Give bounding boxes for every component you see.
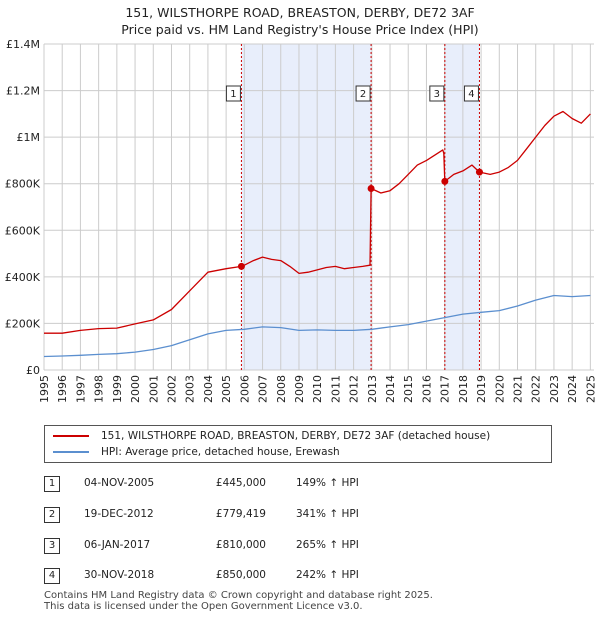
table-row: 2 19-DEC-2012 £779,419 341% ↑ HPI [44,507,564,527]
sale-label: 3 [434,89,440,100]
x-tick-label: 2002 [165,375,178,403]
table-row: 1 04-NOV-2005 £445,000 149% ↑ HPI [44,476,564,496]
x-tick-label: 1998 [93,375,106,403]
x-tick-label: 2011 [329,375,342,403]
x-tick-label: 2020 [493,375,506,403]
table-row: 4 30-NOV-2018 £850,000 242% ↑ HPI [44,568,564,588]
x-tick-label: 2007 [257,375,270,403]
transaction-date: 30-NOV-2018 [84,569,155,581]
x-tick-label: 2021 [512,375,525,403]
legend-label-hpi: HPI: Average price, detached house, Erew… [101,446,340,458]
sale-point [441,177,449,185]
chart-title-line-2: Price paid vs. HM Land Registry's House … [121,22,479,37]
x-tick-label: 2004 [202,375,215,403]
y-tick-label: £400K [5,271,41,284]
x-tick-label: 2022 [530,375,543,403]
transaction-hpi-change: 341% ↑ HPI [296,508,359,520]
transaction-number: 4 [44,568,60,584]
price-chart: £0 £200K £400K £600K £800K £1M £1.2M £1.4M 1995 1… [5,38,598,403]
transaction-date: 04-NOV-2005 [84,477,155,489]
transaction-price: £850,000 [215,569,266,581]
x-tick-label: 2017 [439,375,452,403]
transaction-hpi-change: 265% ↑ HPI [296,539,359,551]
chart-title: 151, WILSTHORPE ROAD, BREASTON, DERBY, D… [0,4,600,38]
sale-label-box [225,85,241,102]
x-tick-label: 2009 [293,375,306,403]
table-row: 3 06-JAN-2017 £810,000 265% ↑ HPI [44,538,564,558]
x-tick-label: 2016 [420,375,433,403]
sale-point [367,185,375,193]
transaction-price: £779,419 [215,508,266,520]
footer-line-1: Contains HM Land Registry data © Crown c… [44,590,433,601]
sale-point [475,168,483,176]
y-tick-label: £1.2M [6,85,40,98]
x-tick-label: 2018 [457,375,470,403]
sale-label: 1 [230,89,236,100]
chart-title-line-1: 151, WILSTHORPE ROAD, BREASTON, DERBY, D… [125,5,475,20]
legend-item-property: 151, WILSTHORPE ROAD, BREASTON, DERBY, D… [53,428,490,444]
legend-swatch-property [53,435,89,437]
x-tick-label: 2023 [548,375,561,403]
transaction-number: 3 [44,538,60,554]
sale-label-box [355,85,371,102]
transaction-date: 06-JAN-2017 [84,539,151,551]
x-tick-label: 1995 [38,375,51,403]
x-tick-label: 2008 [275,375,288,403]
series-line-property [44,110,591,334]
x-tick-label: 2024 [566,375,579,403]
x-tick-label: 2010 [311,375,324,403]
x-tick-label: 2012 [348,375,361,403]
y-tick-label: £600K [5,224,41,237]
y-tick-label: £800K [5,178,41,191]
x-tick-label: 2001 [147,375,160,403]
transaction-number: 2 [44,507,60,523]
x-tick-label: 2025 [584,375,597,403]
transaction-hpi-change: 242% ↑ HPI [296,569,359,581]
y-tick-label: £0 [26,364,40,377]
shaded-holding-period [241,44,372,370]
sale-label: 2 [360,89,366,100]
x-tick-label: 2005 [220,375,233,403]
x-tick-label: 2014 [384,375,397,403]
transaction-number: 1 [44,476,60,492]
x-tick-label: 2000 [129,375,142,403]
x-tick-label: 1996 [56,375,69,403]
transaction-price: £810,000 [215,539,266,551]
sale-label: 4 [468,89,474,100]
transaction-date: 19-DEC-2012 [84,508,154,520]
x-tick-label: 2003 [184,375,197,403]
legend-label-property: 151, WILSTHORPE ROAD, BREASTON, DERBY, D… [101,430,491,442]
chart-legend: 151, WILSTHORPE ROAD, BREASTON, DERBY, D… [44,425,552,463]
footer-attribution: Contains HM Land Registry data © Crown c… [44,590,433,612]
x-tick-label: 2019 [475,375,488,403]
footer-line-2: This data is licensed under the Open Gov… [44,601,363,612]
sale-label-box [429,85,445,102]
x-tick-label: 2013 [366,375,379,403]
transaction-price: £445,000 [215,477,266,489]
y-tick-label: £200K [5,317,41,330]
legend-item-hpi: HPI: Average price, detached house, Erew… [53,444,340,460]
legend-swatch-hpi [53,451,89,453]
transaction-hpi-change: 149% ↑ HPI [296,477,359,489]
y-tick-label: £1M [17,131,41,144]
x-tick-label: 2015 [402,375,415,403]
y-tick-label: £1.4M [6,38,40,51]
sale-label-box [463,85,479,102]
x-tick-label: 2006 [238,375,251,403]
x-tick-label: 1999 [111,375,124,403]
x-tick-label: 1997 [74,375,87,403]
series-line-hpi [43,294,591,358]
sale-point [237,262,245,270]
